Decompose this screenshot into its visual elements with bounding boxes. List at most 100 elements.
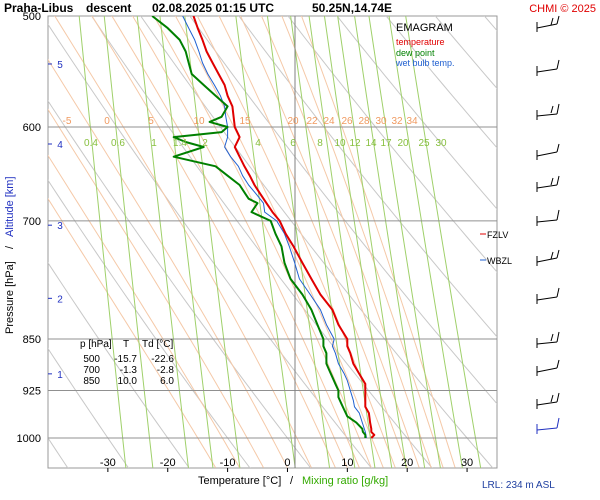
x-tick-label: 0 <box>284 457 290 469</box>
theta-label: 34 <box>406 116 418 127</box>
moist-adiabat-line <box>300 16 456 468</box>
table-cell: 850 <box>83 376 100 387</box>
theta-label: 22 <box>306 116 318 127</box>
wind-barb-shaft <box>536 23 558 29</box>
wind-barb-shaft <box>536 113 558 117</box>
moist-adiabat-line <box>54 16 312 468</box>
y-tick-label: 1000 <box>17 433 41 445</box>
wind-barb-shaft <box>536 219 558 223</box>
mixing-ratio-line <box>354 16 426 468</box>
table-header-td: Td [°C] <box>142 339 173 350</box>
mixing-ratio-line <box>235 16 296 468</box>
moist-adiabat-line <box>260 16 432 468</box>
mixing-ratio-label: 8 <box>317 138 323 149</box>
mixing-ratio-label: 14 <box>365 138 377 149</box>
wind-barb-flag <box>556 359 560 369</box>
wind-barb-shaft <box>536 151 558 157</box>
wind-barb-shaft <box>536 296 558 301</box>
x-axis-label-mixing: Mixing ratio [g/kg] <box>302 475 388 487</box>
level-table: p [hPa] T Td [°C] 500 -15.7 -22.6 700 -1… <box>80 339 174 387</box>
mixing-ratio-line <box>103 16 154 468</box>
theta-label: 24 <box>323 116 335 127</box>
moist-adiabat-line <box>174 16 384 468</box>
moist-adiabat-line <box>111 16 348 468</box>
wind-barb-shaft <box>536 401 558 406</box>
mixing-ratio-line <box>368 16 441 468</box>
dry-adiabat-line <box>189 16 497 405</box>
wind-barb-flag <box>556 209 560 221</box>
y-tick-label: 925 <box>23 386 41 398</box>
chart-labels: -30 -20 -10 0 10 20 30500600700850925100012345… <box>17 11 474 469</box>
altitude-tick-label: 5 <box>57 60 63 71</box>
moist-adiabat-line <box>218 16 408 468</box>
mixing-ratio-line <box>388 16 463 468</box>
wind-barb-flag <box>550 333 554 342</box>
mixing-ratio-lines <box>78 16 482 468</box>
moist-adiabat-line <box>48 197 217 468</box>
fzlv-label: FZLV <box>487 230 508 240</box>
x-tick-label: -10 <box>220 457 236 469</box>
wind-barb-flag <box>556 392 560 403</box>
moist-adiabat-line <box>48 108 264 468</box>
y-axis-label-pressure: Pressure [hPa] <box>4 261 16 334</box>
mixing-ratio-label: 6 <box>290 138 296 149</box>
wind-barb-flag <box>556 175 560 186</box>
legend-title: EMAGRAM <box>396 22 453 34</box>
station-name: Praha-Libus <box>4 1 74 15</box>
moist-adiabat-line <box>48 58 288 468</box>
altitude-tick-label: 1 <box>57 370 63 381</box>
mixing-ratio-line <box>337 16 407 468</box>
moist-adiabats <box>48 16 456 468</box>
y-tick-label: 500 <box>23 11 41 23</box>
x-axis-label-separator: / <box>290 475 294 487</box>
mixing-ratio-label: 0.4 <box>84 138 98 149</box>
y-tick-label: 700 <box>23 216 41 228</box>
mixing-ratio-line <box>78 16 127 468</box>
table-header-t: T <box>123 339 129 350</box>
x-tick-label: 30 <box>461 457 473 469</box>
y-tick-label: 600 <box>23 122 41 134</box>
mixing-ratio-label: 4 <box>255 138 261 149</box>
moist-adiabat-line <box>281 16 444 468</box>
theta-label: 5 <box>148 116 154 127</box>
theta-label: 0 <box>104 116 110 127</box>
wind-barb-flag <box>556 249 560 259</box>
mixing-ratio-line <box>136 16 189 468</box>
dry-adiabat-line <box>48 23 373 468</box>
mixing-ratio-line <box>405 16 482 468</box>
wind-barb-flag <box>550 251 554 260</box>
mixing-ratio-label: 25 <box>418 138 430 149</box>
profile-lines <box>151 16 376 439</box>
dry-adiabat-line <box>48 261 190 468</box>
legend-wet-bulb: wet bulb temp. <box>395 58 455 68</box>
mixing-ratio-line <box>308 16 376 468</box>
wind-barb-shaft <box>536 68 558 73</box>
table-cell: -22.6 <box>151 354 174 365</box>
dry-adiabat-line <box>48 100 312 468</box>
theta-label: -5 <box>63 116 72 127</box>
theta-label: 10 <box>193 116 205 127</box>
moist-adiabat-line <box>196 16 396 468</box>
mixing-ratio-line <box>266 16 331 468</box>
dry-adiabat-line <box>48 347 130 468</box>
mixing-ratio-label: 0.6 <box>111 138 125 149</box>
isobar-lines <box>48 126 497 439</box>
mixing-ratio-line <box>184 16 241 468</box>
wind-barb-shaft <box>536 184 558 189</box>
mixing-ratio-label: 17 <box>380 138 392 149</box>
wind-barb-flag <box>550 177 554 186</box>
wind-barb-shaft <box>536 367 558 373</box>
wind-barb-shaft <box>536 341 558 345</box>
mixing-ratio-label: 30 <box>435 138 447 149</box>
x-tick-label: 10 <box>341 457 353 469</box>
mixing-ratio-label: 20 <box>397 138 409 149</box>
table-cell: -15.7 <box>114 354 137 365</box>
dry-adiabat-line <box>140 16 494 468</box>
lrl-note: LRL: 234 m ASL <box>482 480 555 491</box>
legend-dew-point: dew point <box>396 48 435 58</box>
legend-temperature: temperature <box>396 37 445 47</box>
y-axis-label-separator: / <box>4 245 16 249</box>
altitude-tick-label: 3 <box>57 221 63 232</box>
credit-link[interactable]: CHMI © 2025 <box>529 3 596 15</box>
